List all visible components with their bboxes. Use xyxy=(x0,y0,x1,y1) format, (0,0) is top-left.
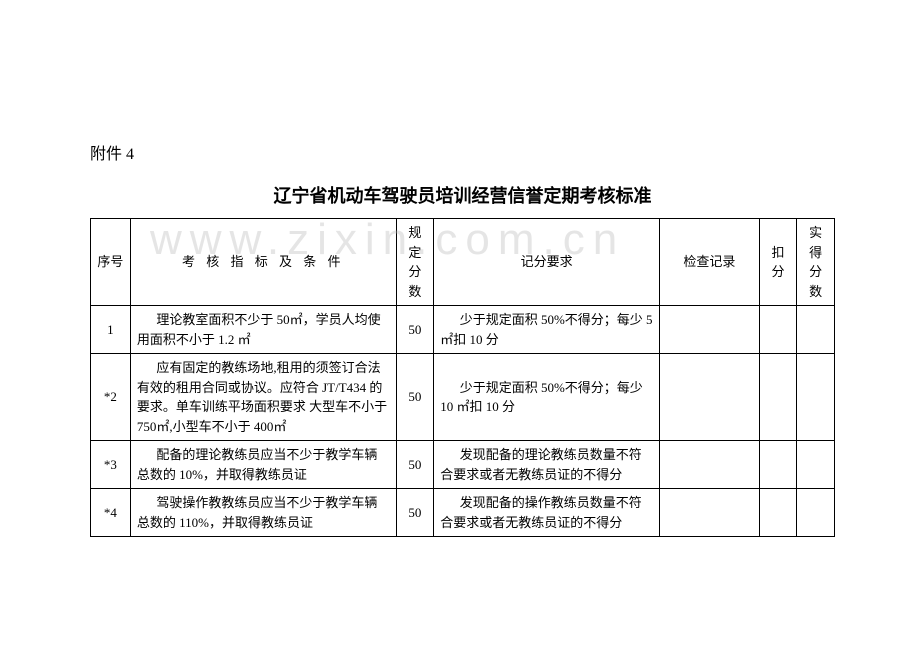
header-actual: 实得分数 xyxy=(797,219,835,306)
cell-seq: 1 xyxy=(91,306,131,354)
cell-actual xyxy=(797,441,835,489)
cell-check xyxy=(660,489,760,537)
header-condition: 考 核 指 标 及 条 件 xyxy=(130,219,396,306)
table-row: *2 应有固定的教练场地,租用的须签订合法有效的租用合同或协议。应符合 JT/T… xyxy=(91,354,835,441)
cell-deduct xyxy=(759,441,797,489)
standards-table: 序号 考 核 指 标 及 条 件 规定分数 记分要求 检查记录 扣分 实得分数 … xyxy=(90,218,835,537)
cell-requirement: 发现配备的理论教练员数量不符合要求或者无教练员证的不得分 xyxy=(434,441,660,489)
cell-requirement-text: 发现配备的理论教练员数量不符合要求或者无教练员证的不得分 xyxy=(440,445,653,484)
cell-requirement: 少于规定面积 50%不得分；每少 10 ㎡扣 10 分 xyxy=(434,354,660,441)
cell-score: 50 xyxy=(396,306,434,354)
cell-check xyxy=(660,306,760,354)
attachment-label: 附件 4 xyxy=(90,140,835,164)
cell-score: 50 xyxy=(396,354,434,441)
table-row: *4 驾驶操作教教练员应当不少于教学车辆总数的 110%，并取得教练员证 50 … xyxy=(91,489,835,537)
cell-condition: 配备的理论教练员应当不少于教学车辆总数的 10%，并取得教练员证 xyxy=(130,441,396,489)
cell-seq: *4 xyxy=(91,489,131,537)
header-requirement: 记分要求 xyxy=(434,219,660,306)
table-row: 1 理论教室面积不少于 50㎡，学员人均使用面积不小于 1.2 ㎡ 50 少于规… xyxy=(91,306,835,354)
cell-requirement: 少于规定面积 50%不得分；每少 5 ㎡扣 10 分 xyxy=(434,306,660,354)
page-title: 辽宁省机动车驾驶员培训经营信誉定期考核标准 xyxy=(90,182,835,208)
cell-condition-text: 应有固定的教练场地,租用的须签订合法有效的租用合同或协议。应符合 JT/T434… xyxy=(137,358,390,436)
cell-condition-text: 配备的理论教练员应当不少于教学车辆总数的 10%，并取得教练员证 xyxy=(137,445,390,484)
cell-condition: 驾驶操作教教练员应当不少于教学车辆总数的 110%，并取得教练员证 xyxy=(130,489,396,537)
header-deduct: 扣分 xyxy=(759,219,797,306)
cell-deduct xyxy=(759,354,797,441)
cell-deduct xyxy=(759,306,797,354)
cell-actual xyxy=(797,306,835,354)
cell-requirement: 发现配备的操作教练员数量不符合要求或者无教练员证的不得分 xyxy=(434,489,660,537)
cell-requirement-text: 少于规定面积 50%不得分；每少 10 ㎡扣 10 分 xyxy=(440,378,653,417)
cell-check xyxy=(660,354,760,441)
header-condition-text: 考 核 指 标 及 条 件 xyxy=(182,254,345,269)
header-check: 检查记录 xyxy=(660,219,760,306)
cell-seq: *2 xyxy=(91,354,131,441)
cell-check xyxy=(660,441,760,489)
cell-actual xyxy=(797,489,835,537)
table-header-row: 序号 考 核 指 标 及 条 件 规定分数 记分要求 检查记录 扣分 实得分数 xyxy=(91,219,835,306)
cell-requirement-text: 少于规定面积 50%不得分；每少 5 ㎡扣 10 分 xyxy=(440,310,653,349)
header-score: 规定分数 xyxy=(396,219,434,306)
table-row: *3 配备的理论教练员应当不少于教学车辆总数的 10%，并取得教练员证 50 发… xyxy=(91,441,835,489)
cell-condition: 应有固定的教练场地,租用的须签订合法有效的租用合同或协议。应符合 JT/T434… xyxy=(130,354,396,441)
cell-condition-text: 驾驶操作教教练员应当不少于教学车辆总数的 110%，并取得教练员证 xyxy=(137,493,390,532)
cell-score: 50 xyxy=(396,441,434,489)
cell-deduct xyxy=(759,489,797,537)
cell-seq: *3 xyxy=(91,441,131,489)
document-page: 附件 4 辽宁省机动车驾驶员培训经营信誉定期考核标准 序号 考 核 指 标 及 … xyxy=(0,0,920,537)
cell-score: 50 xyxy=(396,489,434,537)
cell-actual xyxy=(797,354,835,441)
cell-condition-text: 理论教室面积不少于 50㎡，学员人均使用面积不小于 1.2 ㎡ xyxy=(137,310,390,349)
header-seq: 序号 xyxy=(91,219,131,306)
cell-condition: 理论教室面积不少于 50㎡，学员人均使用面积不小于 1.2 ㎡ xyxy=(130,306,396,354)
cell-requirement-text: 发现配备的操作教练员数量不符合要求或者无教练员证的不得分 xyxy=(440,493,653,532)
